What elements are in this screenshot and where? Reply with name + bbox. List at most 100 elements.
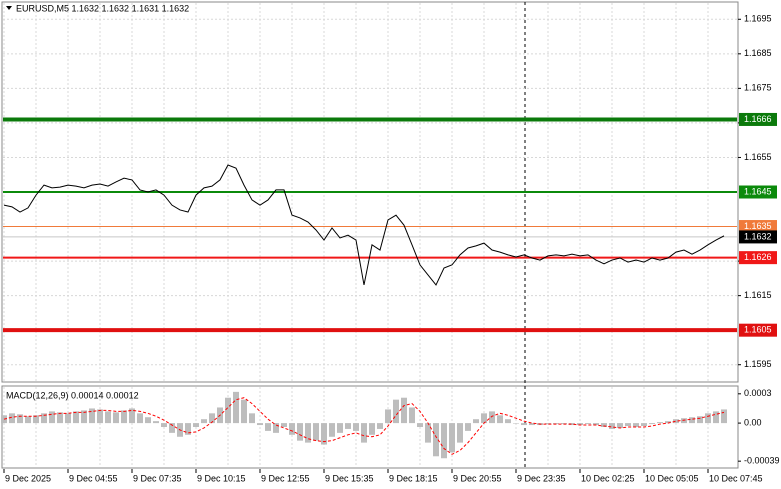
macd-bar (137, 413, 143, 424)
y-tick-label: 1.1675 (744, 83, 772, 93)
x-tick-label: 10 Dec 05:05 (645, 473, 699, 483)
macd-bar (257, 423, 263, 426)
macd-bar (169, 423, 175, 433)
macd-bar (409, 407, 415, 424)
price-tag (739, 112, 777, 126)
macd-bar (705, 413, 711, 424)
macd-bar (241, 399, 247, 424)
macd-bar (481, 413, 487, 424)
signal-line (3, 397, 725, 455)
macd-bar (385, 409, 391, 424)
macd-bar (529, 423, 535, 426)
macd-bar (73, 411, 79, 424)
macd-bar (153, 421, 159, 424)
macd-bar (65, 413, 71, 424)
price-tag (739, 185, 777, 199)
macd-bar (233, 391, 239, 424)
price-tag (739, 323, 777, 337)
y-tick-label: 1.1595 (744, 359, 772, 369)
macd-bar (577, 423, 583, 426)
price-tag-label: 1.1635 (744, 221, 772, 231)
macd-bar (465, 423, 471, 431)
macd-bar (249, 413, 255, 424)
macd-bar (609, 423, 615, 429)
y-tick-label: 0.0003 (744, 388, 772, 398)
macd-bar (369, 423, 375, 435)
macd-bar (433, 423, 439, 457)
price-tag-label: 1.1605 (744, 325, 772, 335)
macd-bar (17, 414, 23, 424)
macd-bar (225, 397, 231, 424)
price-tag (739, 230, 777, 244)
macd-bar (593, 423, 599, 426)
y-tick-label: 1.1655 (744, 152, 772, 162)
macd-bar (697, 416, 703, 424)
macd-bar (721, 409, 727, 424)
macd-bar (401, 397, 407, 424)
macd-bar (441, 423, 447, 459)
macd-bar (353, 423, 359, 431)
macd-bar (345, 423, 351, 429)
macd-bar (625, 423, 631, 427)
macd-bar (545, 423, 551, 425)
macd-title: MACD(12,26,9) 0.00014 0.00012 (6, 390, 139, 400)
macd-bar (121, 410, 127, 424)
macd-bar (41, 413, 47, 424)
chart-title: EURUSD,M5 1.1632 1.1632 1.1631 1.1632 (16, 3, 189, 13)
macd-bar (161, 423, 167, 427)
macd-bar (457, 423, 463, 443)
macd-bar (313, 423, 319, 441)
macd-bar (281, 423, 287, 427)
macd-bar (185, 423, 191, 435)
price-tag-label: 1.1666 (744, 114, 772, 124)
macd-bar (473, 419, 479, 424)
x-tick-label: 9 Dec 15:35 (325, 473, 374, 483)
macd-bar (673, 419, 679, 424)
macd-bar (273, 423, 279, 433)
macd-bar (201, 419, 207, 424)
macd-bar (617, 423, 623, 428)
macd-bar (713, 411, 719, 424)
macd-bar (9, 413, 15, 424)
y-tick-label: 0.00 (744, 417, 762, 427)
x-tick-label: 9 Dec 2025 (5, 473, 51, 483)
price-tag-label: 1.1626 (744, 252, 772, 262)
macd-bar (265, 423, 271, 431)
macd-bar (105, 411, 111, 424)
y-tick-label: 1.1615 (744, 290, 772, 300)
macd-bar (209, 413, 215, 424)
macd-bar (49, 411, 55, 424)
macd-bar (657, 422, 663, 424)
macd-bar (665, 421, 671, 424)
macd-bar (193, 423, 199, 427)
x-tick-label: 9 Dec 04:55 (69, 473, 118, 483)
macd-bar (393, 399, 399, 424)
macd-bar (449, 423, 455, 453)
macd-bar (89, 408, 95, 424)
y-tick-label: 1.1695 (744, 14, 772, 24)
x-tick-label: 10 Dec 02:25 (581, 473, 635, 483)
price-tag-label: 1.1645 (744, 186, 772, 196)
macd-bar (329, 423, 335, 437)
macd-bar (305, 423, 311, 443)
macd-bar (81, 410, 87, 424)
x-tick-label: 9 Dec 12:55 (261, 473, 310, 483)
macd-bar (129, 408, 135, 424)
macd-bar (337, 423, 343, 433)
macd-bar (33, 415, 39, 424)
macd-bar (425, 423, 431, 443)
macd-bar (113, 412, 119, 424)
macd-bar (489, 411, 495, 424)
x-tick-label: 9 Dec 07:35 (133, 473, 182, 483)
macd-bar (297, 423, 303, 441)
macd-bar (505, 419, 511, 424)
macd-bar (633, 423, 639, 427)
x-tick-label: 10 Dec 07:45 (709, 473, 763, 483)
macd-bar (585, 423, 591, 425)
y-tick-label: 1.1685 (744, 48, 772, 58)
macd-bar (497, 415, 503, 424)
macd-bar (97, 409, 103, 424)
price-tag-label: 1.1632 (744, 231, 772, 241)
